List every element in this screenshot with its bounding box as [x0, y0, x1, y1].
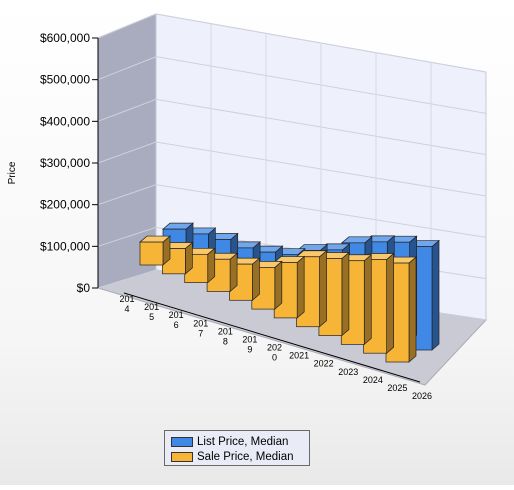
bar-side: [274, 260, 283, 310]
y-tick-label: $400,000: [40, 114, 90, 128]
legend-swatch-sale-price: [171, 451, 193, 462]
x-axis-line: [123, 292, 421, 383]
legend-item-sale-price: Sale Price, Median: [171, 449, 303, 464]
x-tick-label: 4: [124, 304, 129, 314]
legend-label-sale-price: Sale Price, Median: [197, 450, 294, 463]
x-tick-label: 9: [247, 344, 252, 354]
x-tick-label: 202: [267, 343, 282, 353]
y-axis-title: Price: [7, 161, 18, 184]
bar-side: [296, 255, 305, 319]
chart-legend: List Price, Median Sale Price, Median: [164, 430, 310, 466]
bar-side: [408, 256, 417, 363]
x-tick-label: 201: [218, 326, 233, 336]
y-tick-label: $100,000: [40, 239, 90, 253]
x-tick-label: 0: [272, 353, 277, 363]
x-tick-label: 7: [198, 328, 203, 338]
legend-label-list-price: List Price, Median: [197, 435, 289, 448]
bar: [139, 235, 171, 266]
y-tick-label: $500,000: [40, 73, 90, 87]
bar-side: [386, 252, 394, 354]
y-tick-label: $600,000: [40, 31, 90, 45]
x-tick-label: 2024: [363, 375, 383, 385]
bar-side: [252, 257, 260, 302]
bar-front: [139, 241, 164, 266]
legend-swatch-list-price: [171, 436, 193, 447]
x-tick-label: 2021: [289, 351, 309, 361]
x-tick-label: 201: [119, 294, 134, 304]
x-tick-label: 6: [174, 320, 179, 330]
y-tick-label: $200,000: [40, 198, 90, 212]
x-tick-label: 2022: [314, 359, 334, 369]
x-tick-label: 201: [169, 310, 184, 320]
x-tick-label: 201: [144, 302, 159, 312]
x-tick-label: 2025: [387, 383, 407, 393]
bar-side: [341, 251, 350, 337]
bar-side: [363, 253, 372, 346]
x-tick-label: 2026: [412, 391, 432, 401]
x-tick-label: 8: [223, 336, 228, 346]
legend-item-list-price: List Price, Median: [171, 434, 303, 449]
bar-side: [229, 252, 238, 293]
y-tick-label: $0: [77, 281, 91, 295]
bar-side: [319, 250, 327, 328]
bar-side: [431, 239, 440, 351]
x-tick-label: 201: [193, 318, 208, 328]
x-tick-label: 5: [149, 312, 154, 322]
y-tick-label: $300,000: [40, 156, 90, 170]
x-tick-label: 2023: [338, 367, 358, 377]
x-tick-label: 201: [242, 334, 257, 344]
